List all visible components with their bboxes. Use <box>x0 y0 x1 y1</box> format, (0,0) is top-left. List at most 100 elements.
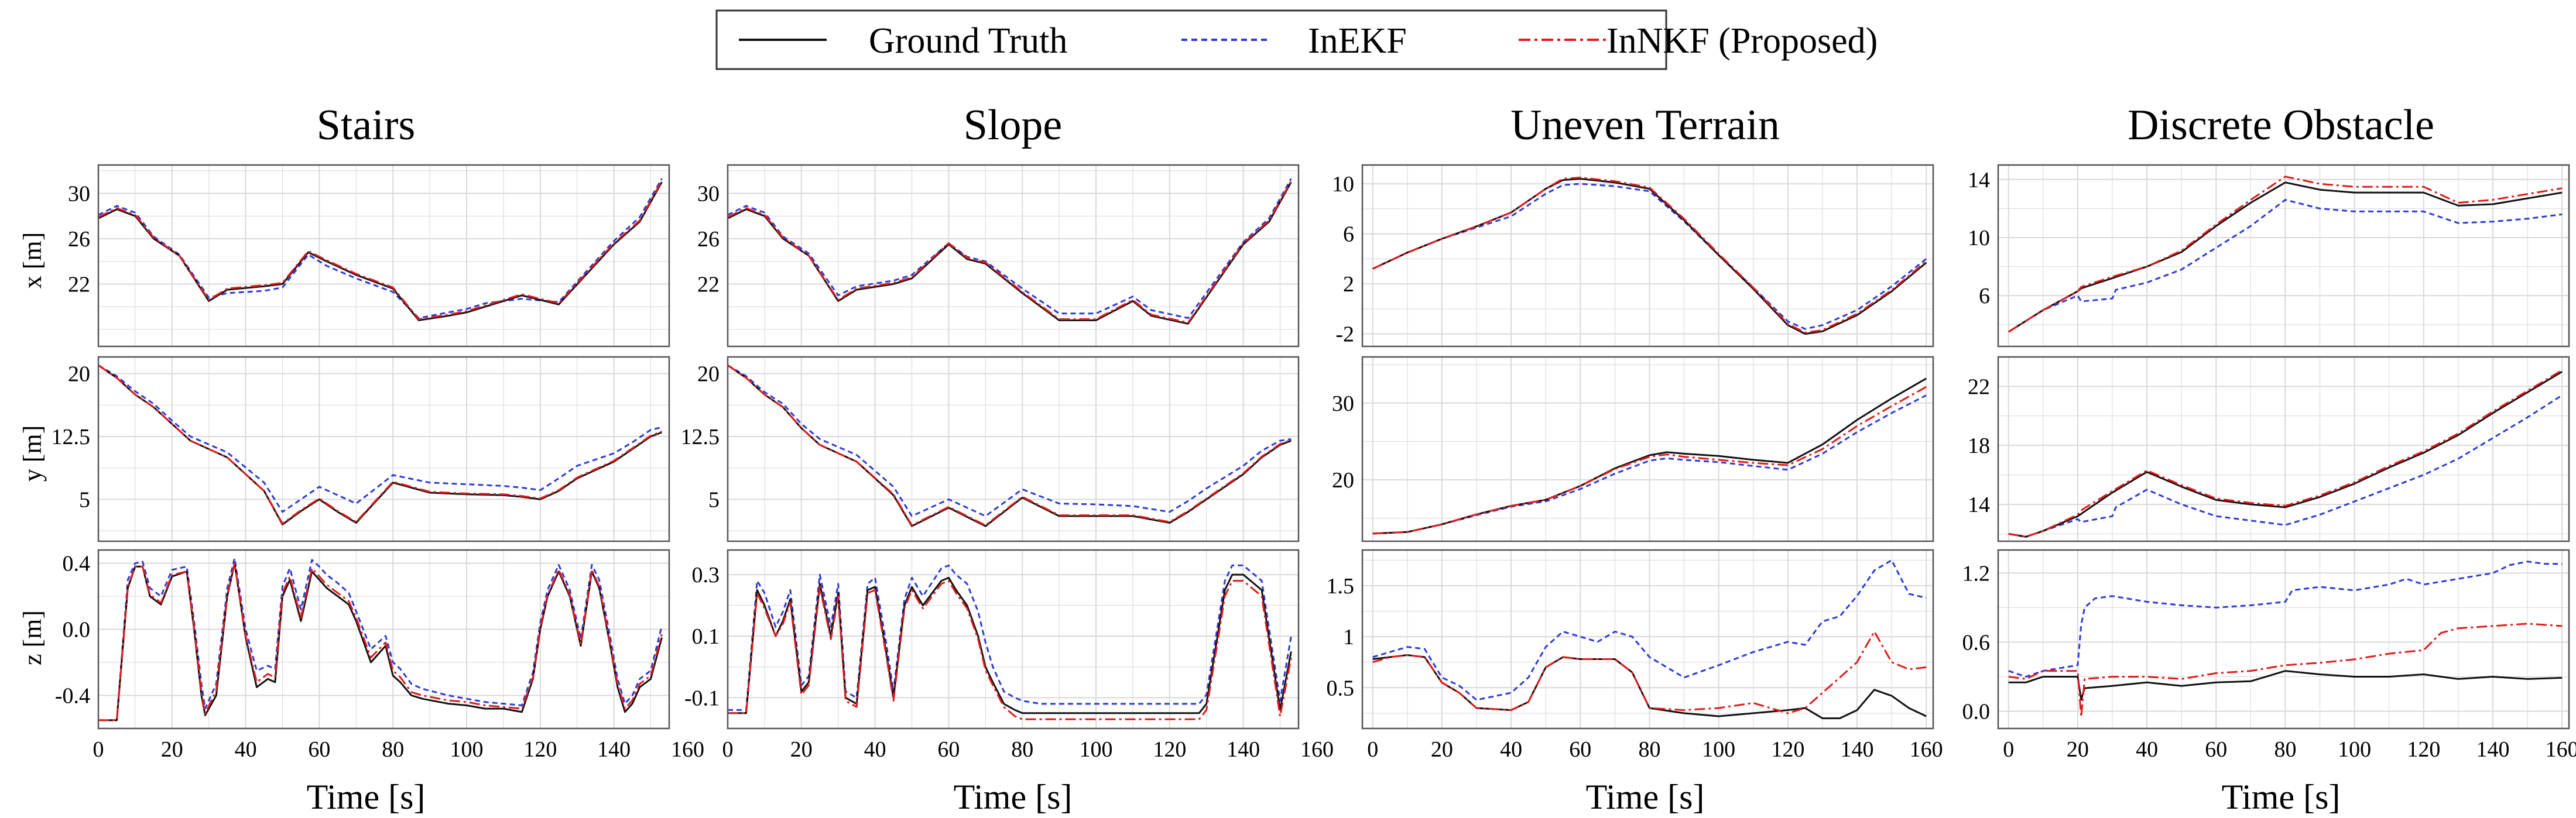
discrete-obstacle-panel-y-frame <box>1997 356 2570 542</box>
stairs-panel-z-xtick-label: 60 <box>308 737 330 762</box>
discrete-obstacle-panel-y-background <box>1998 357 2569 541</box>
discrete-obstacle-panel-x-ytick-label: 6 <box>1979 284 1990 308</box>
slope-panel-z-xtick-label: 0 <box>722 737 734 762</box>
slope-panel-z-xtick-label: 20 <box>790 737 813 762</box>
uneven-terrain-panel-z-background <box>1362 550 1933 728</box>
stairs-panel-y-ytick-label: 20 <box>68 362 90 387</box>
stairs-panel-x-ytick-label: 26 <box>68 227 90 252</box>
ylabel-y: y [m] <box>18 425 47 482</box>
stairs-panel-x-series-inekf <box>98 178 663 319</box>
stairs-panel-z-xtick-label: 20 <box>161 737 183 762</box>
discrete-obstacle-panel-y-ytick-label: 22 <box>1968 374 1990 399</box>
discrete-obstacle-panel-z-xtick-label: 100 <box>2338 737 2371 762</box>
slope-panel-z-frame <box>727 549 1300 730</box>
slope-panel-z-series-gt <box>728 573 1292 714</box>
uneven-terrain-panel-x-ytick-label: 6 <box>1343 222 1354 247</box>
ylabel-z: z [m] <box>18 610 47 665</box>
discrete-obstacle-panel-z-xtick-label: 140 <box>2476 737 2510 762</box>
uneven-terrain-panel-y-series-innkf <box>1372 386 1927 535</box>
stairs-panel-z-xtick-label: 160 <box>671 737 704 762</box>
slope-panel-z-xtick-label: 40 <box>864 737 886 762</box>
stairs-panel-x-background <box>98 165 669 346</box>
discrete-obstacle-panel-z-xtick-label: 160 <box>2546 737 2576 762</box>
uneven-terrain-panel-z-xtick-label: 80 <box>1638 737 1660 762</box>
slope-panel-z-xtick-label: 60 <box>937 737 960 762</box>
column-title-discrete-obstacle: Discrete Obstacle <box>2128 101 2434 149</box>
slope-panel-z-xtick-label: 140 <box>1227 737 1260 762</box>
discrete-obstacle-panel-x-series-innkf <box>2008 176 2563 333</box>
slope-panel-z-xtick-label: 160 <box>1300 737 1334 762</box>
column-title-stairs: Stairs <box>317 101 416 149</box>
xlabel-discrete-obstacle: Time [s] <box>2222 778 2341 816</box>
stairs-panel-z: -0.4 0.0 0.4 0 20 40 60 80 100 120 140 160 <box>55 549 704 762</box>
uneven-terrain-panel-z-ytick-label: 1.5 <box>1327 574 1355 599</box>
discrete-obstacle-panel-z-xtick-label: 60 <box>2205 737 2227 762</box>
uneven-terrain-panel-z-series-inekf <box>1372 559 1927 701</box>
stairs-panel-z-xtick-label: 140 <box>597 737 631 762</box>
discrete-obstacle-panel-x-ytick-label: 10 <box>1968 226 1990 250</box>
discrete-obstacle-panel-z-ytick-label: 1.2 <box>1962 561 1991 586</box>
uneven-terrain-panel-x-ytick-label: 2 <box>1343 272 1354 297</box>
slope-panel-y-frame <box>727 356 1300 542</box>
uneven-terrain-panel-z: 0.5 1 1.5 0 20 40 60 80 100 120 140 160 <box>1327 549 1943 762</box>
slope-panel-x-series-innkf <box>727 180 1292 324</box>
stairs-panel-z-series-innkf <box>98 562 663 721</box>
uneven-terrain-panel-x-ytick-label: 10 <box>1332 172 1354 197</box>
uneven-terrain-panel-x-series-gt <box>1372 178 1927 335</box>
slope-panel-y-ytick-label: 12.5 <box>681 425 720 449</box>
xlabel-slope: Time [s] <box>954 778 1073 816</box>
slope-panel-x: 22 26 30 <box>697 164 1300 348</box>
uneven-terrain-panel-z-xtick-label: 120 <box>1771 737 1804 762</box>
column-title-uneven-terrain: Uneven Terrain <box>1510 101 1780 149</box>
stairs-panel-y: 5 12.5 20 <box>52 356 670 542</box>
discrete-obstacle-panel-x-series-inekf <box>2008 199 2563 333</box>
stairs-panel-z-ytick-label: -0.4 <box>55 684 90 709</box>
stairs-panel-z-xtick-label: 40 <box>235 737 257 762</box>
discrete-obstacle-panel-y: 14 18 22 <box>1968 356 2570 542</box>
stairs-panel-z-xtick-label: 80 <box>382 737 404 762</box>
slope-panel-y-series-inekf <box>727 365 1292 517</box>
uneven-terrain-panel-z-ytick-label: 0.5 <box>1327 676 1355 700</box>
legend-label-innkf: InNKF (Proposed) <box>1606 21 1878 61</box>
discrete-obstacle-panel-y-ytick-label: 14 <box>1968 493 1990 517</box>
legend-label-inekf: InEKF <box>1308 21 1407 61</box>
uneven-terrain-panel-z-xtick-label: 140 <box>1841 737 1874 762</box>
uneven-terrain-panel-x-ytick-label: -2 <box>1335 322 1354 347</box>
slope-panel-y: 5 12.5 20 <box>681 356 1300 542</box>
stairs-panel-z-xtick-label: 100 <box>450 737 484 762</box>
slope-panel-z-background <box>728 550 1299 728</box>
discrete-obstacle-panel-z-xtick-label: 120 <box>2407 737 2440 762</box>
stairs-panel-x: 22 26 30 <box>68 164 670 348</box>
slope-panel-y-ytick-label: 20 <box>697 362 720 387</box>
slope-panel-z-ytick-label: -0.1 <box>684 686 720 710</box>
slope-panel-x-background <box>728 165 1299 346</box>
stairs-panel-y-ytick-label: 12.5 <box>52 425 91 449</box>
slope-panel-x-ytick-label: 22 <box>697 272 720 297</box>
uneven-terrain-panel-x: -2 2 6 10 <box>1332 164 1934 348</box>
slope-panel-x-ytick-label: 30 <box>697 181 720 206</box>
uneven-terrain-panel-x-frame <box>1361 164 1934 348</box>
stairs-panel-z-ytick-label: 0.0 <box>63 618 91 642</box>
uneven-terrain-panel-z-ytick-label: 1 <box>1343 625 1354 649</box>
stairs-panel-y-series-innkf <box>98 365 662 525</box>
slope-panel-z-ytick-label: 0.1 <box>692 624 720 649</box>
uneven-terrain-panel-z-xtick-label: 100 <box>1702 737 1735 762</box>
uneven-terrain-panel-x-background <box>1362 165 1933 346</box>
slope-panel-z-xtick-label: 120 <box>1153 737 1186 762</box>
xlabel-uneven-terrain: Time [s] <box>1586 778 1705 816</box>
slope-panel-z: -0.1 0.1 0.3 0 20 40 60 80 100 120 140 160 <box>684 549 1334 762</box>
slope-panel-z-xtick-label: 80 <box>1011 737 1033 762</box>
discrete-obstacle-panel-z-xtick-label: 80 <box>2274 737 2296 762</box>
stairs-panel-x-frame <box>97 164 670 348</box>
discrete-obstacle-panel-z-xtick-label: 20 <box>2067 737 2089 762</box>
stairs-panel-x-series-innkf <box>98 180 663 320</box>
uneven-terrain-panel-z-xtick-label: 20 <box>1431 737 1453 762</box>
slope-panel-z-series-innkf <box>728 580 1292 720</box>
uneven-terrain-panel-z-frame <box>1361 549 1934 730</box>
discrete-obstacle-panel-z-frame <box>1997 549 2570 730</box>
slope-panel-x-series-inekf <box>727 178 1292 319</box>
ylabel-x: x [m] <box>18 232 47 289</box>
uneven-terrain-panel-y-ytick-label: 30 <box>1332 391 1354 416</box>
slope-panel-z-series-inekf <box>728 564 1292 711</box>
stairs-panel-y-series-inekf <box>98 365 662 513</box>
